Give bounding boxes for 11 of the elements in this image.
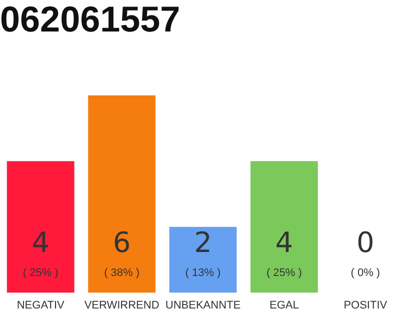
data-label: 0 ( 0% ) xyxy=(350,226,380,279)
x-tick-label: NEGATIV xyxy=(16,299,65,312)
x-tick-label: EGAL xyxy=(270,299,299,312)
chart-title: 062061557 xyxy=(0,0,180,40)
x-tick-label: UNBEKANNTE xyxy=(165,299,241,312)
data-label: 6 ( 38% ) xyxy=(104,226,140,279)
data-label: 4 ( 25% ) xyxy=(22,226,58,279)
data-label: 4 ( 25% ) xyxy=(266,226,302,279)
x-tick-label: POSITIV xyxy=(344,299,388,312)
data-label: 2 ( 13% ) xyxy=(185,226,221,279)
x-tick-label: VERWIRREND xyxy=(84,299,160,312)
